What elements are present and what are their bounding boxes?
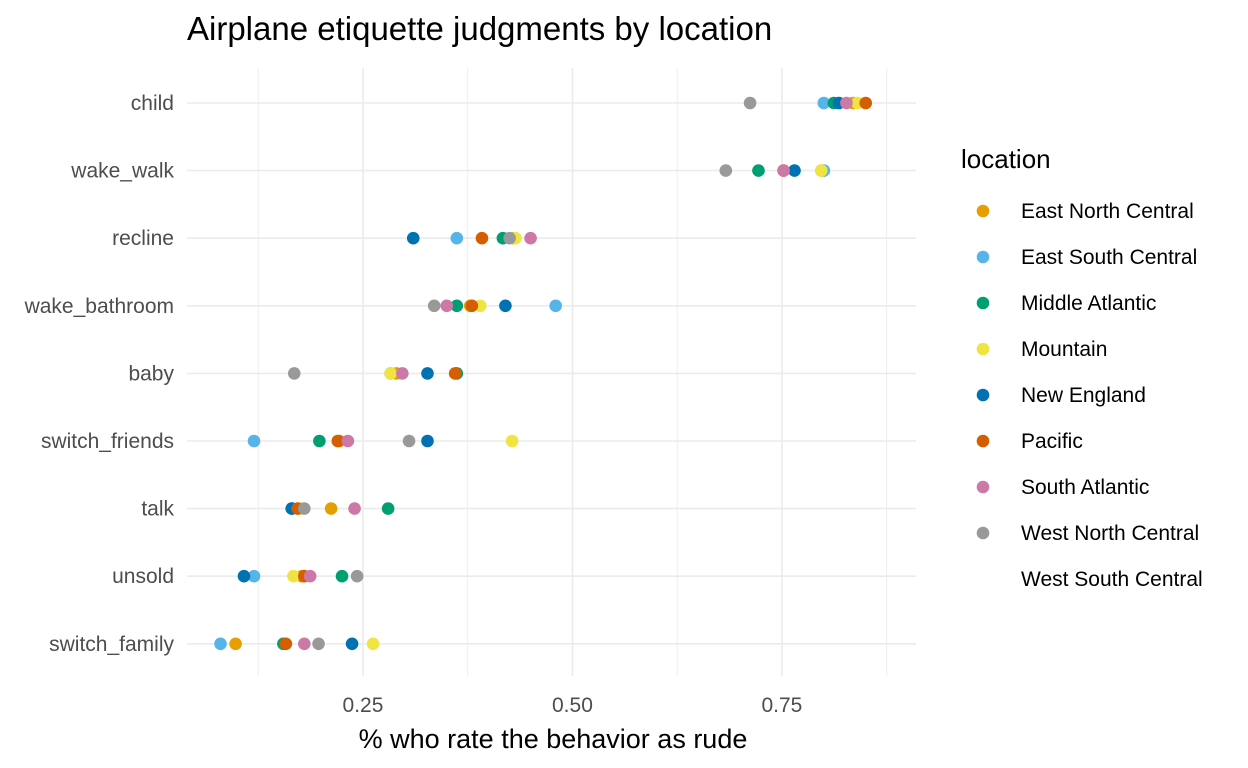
data-point [840, 96, 853, 110]
data-point [505, 434, 519, 448]
data-point [324, 502, 338, 515]
data-point [859, 96, 873, 110]
legend-key [976, 204, 990, 218]
data-point [450, 299, 464, 313]
data-point [406, 231, 420, 245]
data-point [549, 299, 562, 313]
x-tick-label: 0.25 [343, 694, 384, 717]
data-point [448, 367, 462, 380]
data-point [421, 434, 434, 448]
data-point [777, 164, 790, 177]
legend-key [976, 250, 990, 264]
legend-key [976, 342, 990, 356]
data-point [279, 637, 293, 651]
data-point [247, 434, 261, 448]
legend-key [976, 526, 990, 540]
data-point [788, 164, 801, 177]
y-tick-label: wake_bathroom [24, 295, 174, 318]
x-tick-label: 0.75 [761, 694, 802, 717]
y-tick-label: child [131, 92, 174, 115]
data-point [503, 231, 516, 245]
data-point [214, 637, 227, 651]
x-axis-label: % who rate the behavior as rude [359, 724, 748, 754]
data-point [396, 367, 409, 380]
data-point [524, 231, 537, 245]
chart-title: Airplane etiquette judgments by location [187, 10, 772, 47]
legend-key [976, 480, 990, 494]
legend-key [976, 388, 990, 402]
legend-key [976, 296, 990, 310]
legend-label: West North Central [1021, 522, 1199, 545]
legend-label: New England [1021, 384, 1146, 407]
data-point [298, 637, 311, 651]
data-point [345, 637, 359, 651]
data-point [421, 367, 434, 380]
legend-label: Pacific [1021, 430, 1083, 453]
y-tick-label: switch_family [49, 633, 174, 656]
data-point [402, 434, 416, 448]
data-point [341, 434, 355, 448]
data-point [237, 569, 251, 583]
data-point [719, 164, 733, 177]
data-point [335, 569, 349, 583]
data-point [752, 164, 765, 177]
points-layer [214, 96, 873, 651]
data-point [331, 434, 345, 448]
data-point [499, 299, 512, 313]
data-point [348, 502, 361, 515]
y-tick-label: unsold [112, 565, 174, 588]
legend-label: East North Central [1021, 200, 1194, 223]
y-tick-label: baby [128, 362, 174, 385]
data-point [817, 96, 831, 110]
legend-label: Middle Atlantic [1021, 292, 1156, 315]
data-point [366, 637, 380, 651]
legend-label: Mountain [1021, 338, 1107, 361]
x-axis-tick-labels: 0.25 0.50 0.75 [343, 694, 803, 717]
data-point [287, 569, 300, 583]
data-point [384, 367, 397, 380]
y-tick-label: wake_walk [70, 160, 174, 183]
data-point [465, 299, 479, 313]
data-point [815, 164, 828, 177]
y-tick-label: switch_friends [41, 430, 174, 453]
data-point [247, 569, 261, 583]
data-point [350, 569, 364, 583]
data-point [287, 367, 301, 380]
data-point [440, 299, 454, 313]
legend-items: East North Central East South Central Midd… [976, 200, 1203, 591]
legend: location East North Central East South Ce… [961, 144, 1203, 591]
data-point [475, 231, 489, 245]
y-tick-label: recline [112, 227, 174, 250]
data-point [450, 231, 464, 245]
legend-label: East South Central [1021, 246, 1197, 269]
data-point [303, 569, 317, 583]
legend-key [976, 434, 990, 448]
data-point [427, 299, 441, 313]
x-tick-label: 0.50 [552, 694, 593, 717]
legend-label: West South Central [1021, 568, 1203, 591]
legend-title: location [961, 144, 1051, 174]
legend-label: South Atlantic [1021, 476, 1149, 499]
data-point [312, 637, 325, 651]
data-point [229, 637, 242, 651]
data-point [743, 96, 757, 110]
data-point [298, 502, 311, 515]
y-tick-label: talk [141, 498, 174, 521]
data-point [313, 434, 326, 448]
data-point [381, 502, 395, 515]
